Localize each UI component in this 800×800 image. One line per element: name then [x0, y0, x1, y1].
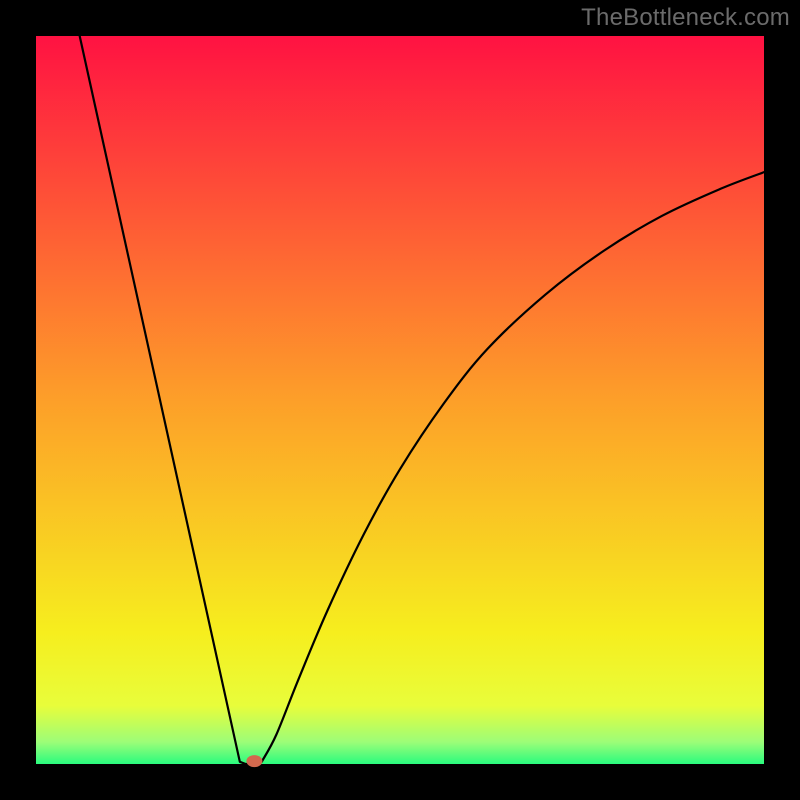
curve-layer — [36, 36, 764, 764]
minimum-marker — [246, 755, 262, 767]
bottleneck-curve — [80, 36, 764, 764]
watermark-text: TheBottleneck.com — [581, 4, 790, 32]
chart-frame: TheBottleneck.com — [0, 0, 800, 800]
plot-area — [36, 36, 764, 764]
